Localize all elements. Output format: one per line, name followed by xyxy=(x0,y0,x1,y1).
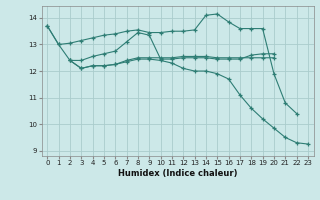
X-axis label: Humidex (Indice chaleur): Humidex (Indice chaleur) xyxy=(118,169,237,178)
